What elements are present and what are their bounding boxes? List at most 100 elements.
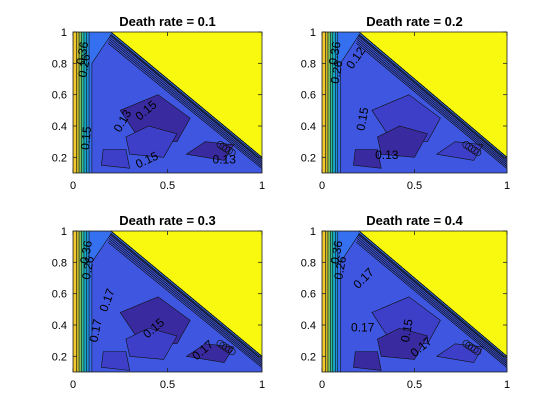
contour-line xyxy=(468,343,476,352)
x-tick-label: 1 xyxy=(504,379,510,391)
contour-line xyxy=(358,232,507,359)
contour-band xyxy=(185,343,235,363)
contour-line xyxy=(109,37,262,164)
x-tick-label: 0.5 xyxy=(160,180,175,192)
contour-label: 0.13 xyxy=(213,153,237,167)
y-tick-label: 1 xyxy=(61,27,67,39)
contour-line xyxy=(108,238,262,365)
contour-line xyxy=(219,341,228,350)
x-tick-label: 0.5 xyxy=(407,180,422,192)
y-tick-label: 0.2 xyxy=(52,351,67,363)
contour-band xyxy=(125,125,178,158)
contour-fill: 0.170.17 0.150.170.260.36 xyxy=(322,231,507,372)
y-tick-label: 0.8 xyxy=(301,58,316,70)
contour-line xyxy=(107,242,262,368)
y-tick-label: 0.2 xyxy=(301,351,316,363)
contour-label: 0.17 xyxy=(351,320,375,334)
y-tick-label: 0.2 xyxy=(301,152,316,164)
x-tick-label: 0 xyxy=(319,180,325,192)
contour-line xyxy=(357,35,507,162)
contour-line xyxy=(358,231,507,357)
contour-line xyxy=(216,140,225,149)
contour-line xyxy=(108,41,262,168)
contour-label: 0.36 xyxy=(77,239,95,265)
contour-line xyxy=(225,345,233,354)
contour-band xyxy=(377,327,428,360)
y-tick-label: 1 xyxy=(61,226,67,238)
contour-label: 0.36 xyxy=(328,239,346,265)
y-tick-label: 0.4 xyxy=(301,320,316,332)
contour-label: 0.15 xyxy=(354,106,372,132)
contour-band xyxy=(353,351,382,371)
contour-line xyxy=(109,234,262,361)
contour-line xyxy=(225,146,233,155)
contour-line xyxy=(219,142,228,151)
contour-line xyxy=(109,35,262,162)
contour-line xyxy=(356,240,507,367)
subplot-title: Death rate = 0.3 xyxy=(119,213,215,228)
x-tick-label: 1 xyxy=(259,379,265,391)
y-tick-label: 1 xyxy=(310,226,316,238)
y-tick-label: 0.6 xyxy=(301,289,316,301)
contour-line xyxy=(356,39,507,166)
contour-line xyxy=(109,236,262,363)
y-tick-label: 0.4 xyxy=(52,320,67,332)
contour-line xyxy=(470,146,479,155)
contour-band xyxy=(185,141,235,161)
contour-line xyxy=(468,144,476,153)
contour-line xyxy=(357,37,507,164)
contour-label: 0.36 xyxy=(326,40,344,66)
contour-line xyxy=(108,39,262,166)
y-tick-label: 0.6 xyxy=(301,90,316,102)
contour-line xyxy=(107,43,262,169)
contour-line xyxy=(227,148,236,157)
y-tick-label: 0.6 xyxy=(52,90,67,102)
contour-line xyxy=(465,142,473,151)
contour-label: 0.26 xyxy=(331,255,349,281)
contour-label: 0.17 xyxy=(87,318,105,344)
contour-line xyxy=(110,232,262,359)
subplot-title: Death rate = 0.2 xyxy=(366,14,462,29)
contour-band xyxy=(353,149,382,169)
contour-label: 0.15 xyxy=(398,318,416,344)
y-tick-label: 0.4 xyxy=(301,121,316,133)
contour-band xyxy=(101,351,131,371)
contour-line xyxy=(473,347,482,356)
contour-band xyxy=(125,327,178,360)
contour-label: 0.36 xyxy=(73,40,91,66)
contour-line xyxy=(356,43,507,169)
contour-line xyxy=(356,242,507,368)
contour-line xyxy=(356,41,507,168)
x-tick-label: 0 xyxy=(319,379,325,391)
y-tick-label: 0.6 xyxy=(52,289,67,301)
contour-line xyxy=(222,144,230,153)
x-tick-label: 0.5 xyxy=(407,379,422,391)
x-tick-label: 1 xyxy=(504,180,510,192)
contour-line xyxy=(470,345,479,354)
contour-line xyxy=(465,341,473,350)
contour-fill: 0.170.17 0.150.170.260.36 xyxy=(73,231,262,372)
contour-line xyxy=(110,32,262,158)
contour-fill: 0.120.150.130.260.36 xyxy=(322,32,507,173)
y-tick-label: 0.2 xyxy=(52,152,67,164)
contour-label: 0.13 xyxy=(375,148,399,162)
contour-line xyxy=(227,347,236,356)
y-tick-label: 0.4 xyxy=(52,121,67,133)
x-tick-label: 0 xyxy=(70,180,76,192)
contour-line xyxy=(222,343,230,352)
y-tick-label: 0.8 xyxy=(301,257,316,269)
contour-line xyxy=(462,140,471,149)
contour-line xyxy=(462,339,471,348)
contour-line xyxy=(356,238,507,365)
x-tick-label: 0.5 xyxy=(160,379,175,391)
y-tick-label: 0.8 xyxy=(52,257,67,269)
contour-line xyxy=(357,234,507,361)
contour-label: 0.26 xyxy=(79,255,97,281)
contour-line xyxy=(357,236,507,363)
